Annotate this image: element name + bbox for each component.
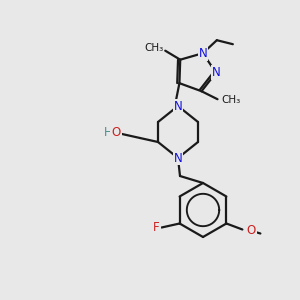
Text: CH₃: CH₃ [144, 43, 163, 53]
Text: N: N [174, 100, 182, 112]
Text: CH₃: CH₃ [221, 95, 241, 105]
Text: N: N [212, 66, 220, 79]
Text: H: H [103, 125, 112, 139]
Text: N: N [199, 47, 207, 60]
Text: F: F [153, 221, 160, 234]
Text: O: O [246, 224, 256, 237]
Text: N: N [174, 152, 182, 164]
Text: O: O [111, 125, 121, 139]
